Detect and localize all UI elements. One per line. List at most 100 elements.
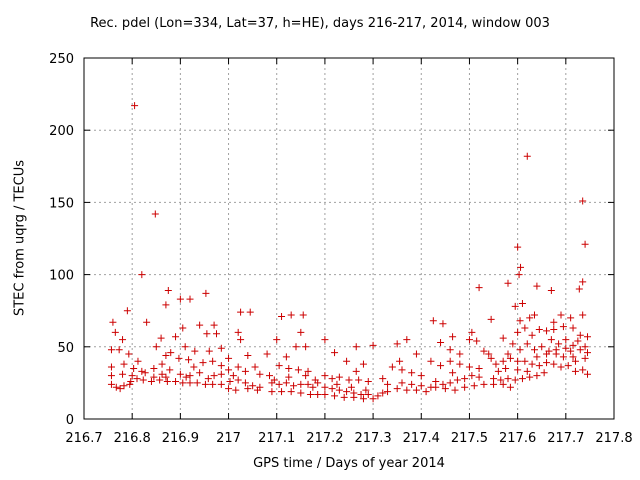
data-point	[475, 284, 483, 292]
axis-ticks	[83, 57, 615, 420]
data-point	[357, 390, 365, 398]
data-point	[384, 380, 392, 388]
data-point	[176, 295, 184, 303]
data-point	[516, 346, 524, 354]
data-point	[352, 343, 360, 351]
data-point	[162, 373, 170, 381]
data-point	[128, 372, 136, 380]
data-point	[559, 353, 567, 361]
data-point	[285, 373, 293, 381]
data-point	[526, 373, 534, 381]
data-point	[297, 380, 305, 388]
data-point	[112, 383, 120, 391]
data-point	[166, 366, 174, 374]
data-point	[256, 370, 264, 378]
data-point	[379, 389, 387, 397]
data-point	[581, 240, 589, 248]
x-tick-label: 217.5	[451, 431, 488, 446]
data-point	[287, 311, 295, 319]
data-point	[253, 386, 261, 394]
data-point	[511, 376, 519, 384]
data-point	[384, 388, 392, 396]
data-point	[217, 380, 225, 388]
data-point	[364, 390, 372, 398]
data-point	[465, 336, 473, 344]
data-point	[480, 347, 488, 355]
data-point	[179, 379, 187, 387]
data-point	[147, 377, 155, 385]
data-point	[335, 386, 343, 394]
data-point	[528, 331, 536, 339]
data-point	[172, 377, 180, 385]
data-point	[304, 380, 312, 388]
data-point	[186, 295, 194, 303]
data-point	[244, 351, 252, 359]
data-point	[364, 377, 372, 385]
data-point	[304, 367, 312, 375]
data-point	[526, 314, 534, 322]
data-point	[331, 349, 339, 357]
data-point	[475, 373, 483, 381]
data-point	[504, 279, 512, 287]
x-tick-label: 216.7	[65, 431, 102, 446]
data-point	[138, 367, 146, 375]
data-point	[470, 382, 478, 390]
data-point	[209, 380, 217, 388]
data-point	[492, 360, 500, 368]
data-point	[531, 311, 538, 319]
data-point	[163, 377, 171, 385]
data-point	[347, 383, 355, 391]
data-point	[485, 350, 493, 358]
data-point	[241, 367, 249, 375]
data-point	[234, 376, 242, 384]
x-tick-label: 217.7	[547, 431, 584, 446]
axis-tick-labels: 216.7 216.8 216.9 217 217.1 217.2 217.3 217.4 21…	[49, 52, 632, 446]
y-tick-label: 150	[49, 196, 74, 211]
data-point	[362, 386, 370, 394]
data-point	[403, 386, 411, 394]
data-point	[422, 388, 430, 396]
data-point	[511, 302, 519, 310]
data-point	[321, 372, 329, 380]
data-point	[126, 380, 134, 388]
data-point	[506, 354, 514, 362]
data-point	[205, 347, 213, 355]
data-point	[437, 338, 445, 346]
data-point	[429, 317, 437, 325]
x-tick-label: 217.8	[595, 431, 632, 446]
data-point	[234, 328, 242, 336]
data-point	[359, 395, 367, 403]
data-point	[408, 369, 416, 377]
data-point	[343, 388, 351, 396]
data-point	[555, 340, 563, 348]
y-tick-label: 0	[66, 413, 74, 428]
data-point	[571, 357, 579, 365]
plot-frame	[83, 57, 615, 420]
data-point	[107, 372, 115, 380]
data-point	[417, 382, 425, 390]
data-point	[521, 324, 529, 332]
data-point	[550, 318, 558, 326]
data-point	[494, 367, 502, 375]
data-point	[564, 362, 572, 370]
data-point	[331, 392, 339, 400]
data-point	[446, 346, 454, 354]
data-point	[581, 343, 589, 351]
data-point	[446, 379, 454, 387]
data-point	[285, 364, 293, 372]
data-points	[107, 102, 591, 403]
data-point	[412, 350, 420, 358]
data-point	[550, 360, 558, 368]
data-point	[164, 286, 172, 294]
x-axis-label: GPS time / Days of year 2014	[253, 456, 445, 471]
data-point	[120, 382, 128, 390]
data-point	[475, 364, 483, 372]
data-point	[225, 354, 233, 362]
data-point	[151, 210, 159, 218]
data-point	[119, 370, 127, 378]
data-point	[446, 357, 454, 365]
data-point	[156, 376, 164, 384]
data-point	[321, 390, 329, 398]
y-tick-label: 50	[57, 341, 74, 356]
data-point	[504, 350, 512, 358]
